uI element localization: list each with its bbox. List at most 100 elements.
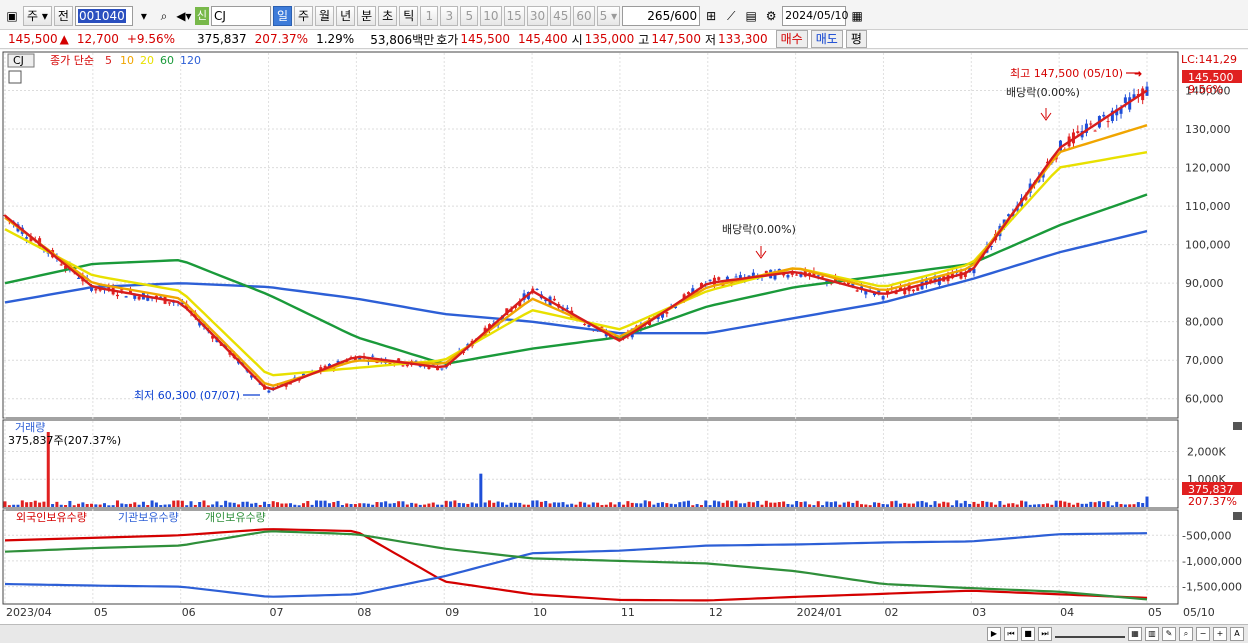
volume-bar	[202, 500, 206, 507]
scroll-first-icon[interactable]: ⏮	[1004, 627, 1018, 641]
crosshair-icon[interactable]: ⊞	[706, 8, 717, 23]
dropdown-arrow-icon[interactable]: ▾	[140, 8, 147, 23]
eval-button[interactable]: 평	[845, 30, 867, 48]
candle-body	[1123, 97, 1127, 103]
interval-60[interactable]: 60	[573, 5, 595, 26]
tab-day[interactable]: 일	[272, 5, 292, 26]
volume-bar	[894, 500, 898, 507]
pct-tag: 9.56%	[1188, 83, 1223, 96]
volume-bar	[695, 504, 699, 507]
candle-body	[877, 289, 881, 293]
volume-bar	[704, 500, 708, 507]
period-select[interactable]: 주 ▾	[23, 5, 52, 26]
buy-button[interactable]: 매수	[775, 30, 808, 48]
tab-month[interactable]: 월	[315, 5, 335, 26]
candle-body	[795, 274, 799, 276]
credit-badge: 신	[194, 6, 209, 25]
candle-body	[211, 335, 215, 339]
interval-1[interactable]: 1	[420, 5, 439, 26]
candle-body	[224, 343, 228, 348]
volume-bar	[972, 501, 976, 507]
volume-title: 거래량	[15, 421, 45, 434]
volume-bar	[154, 502, 158, 507]
gear-icon[interactable]: ⚙	[765, 8, 777, 23]
volume-bar	[959, 503, 963, 507]
stock-code-input[interactable]: 001040	[74, 5, 133, 26]
tab-minute[interactable]: 분	[357, 5, 377, 26]
zoom-in-icon[interactable]: +	[1213, 627, 1227, 641]
volume-bar	[487, 500, 491, 507]
stock-tag[interactable]	[7, 53, 35, 68]
volume-bar	[371, 504, 375, 507]
volume-bar	[998, 501, 1002, 507]
legend-ma5: 5	[105, 54, 112, 67]
current-price-tag	[1182, 70, 1242, 83]
volume-bar	[600, 505, 604, 507]
interval-select[interactable]: 5 ▾	[596, 5, 621, 26]
volume-bar	[1141, 503, 1145, 507]
draw-tool-icon[interactable]: ⟋	[726, 8, 736, 23]
volume-bar	[418, 504, 422, 507]
calendar-icon[interactable]: ▦	[851, 8, 863, 23]
legend-ma60: 60	[160, 54, 174, 67]
tab-week[interactable]: 주	[293, 5, 314, 26]
volume-panel-close-icon[interactable]	[1233, 422, 1242, 430]
interval-10[interactable]: 10	[480, 5, 502, 26]
interval-5[interactable]: 5	[460, 5, 479, 26]
save-icon[interactable]: ▤	[745, 8, 757, 23]
volume-bar	[1080, 503, 1084, 507]
split-icon[interactable]: ▥	[1145, 627, 1159, 641]
candle-body	[1089, 123, 1093, 125]
prev-button[interactable]: 전	[53, 5, 73, 26]
volume-bar	[1102, 502, 1106, 507]
legend-foreign: 외국인보유수량	[16, 511, 87, 524]
dividend-arrow-2	[755, 246, 767, 259]
volume-bar	[358, 503, 362, 507]
volume-bar	[838, 504, 842, 507]
tab-tick[interactable]: 틱	[399, 5, 419, 26]
volume-bar	[172, 500, 176, 507]
volume-bar	[25, 502, 29, 507]
volume-bar	[898, 503, 902, 507]
table-icon[interactable]	[8, 70, 22, 84]
interval-15[interactable]: 15	[503, 5, 525, 26]
volume-bar	[1054, 500, 1058, 507]
holding-panel-close-icon[interactable]	[1233, 512, 1242, 520]
x-tick-label: 03	[972, 606, 986, 619]
volume-bar	[72, 505, 76, 507]
stock-name-field[interactable]: CJ	[210, 5, 271, 26]
sell-button[interactable]: 매도	[810, 30, 843, 48]
up-arrow-icon: ▲	[59, 32, 69, 46]
volume-bar	[522, 504, 526, 507]
speaker-icon[interactable]: ◀▾	[176, 8, 192, 23]
scroll-last-icon[interactable]: ⏭	[1038, 627, 1052, 641]
data-count-field[interactable]: 265/600	[622, 5, 701, 26]
candle-body	[180, 302, 184, 305]
scroll-stop-icon[interactable]: ■	[1021, 627, 1035, 641]
volume-bar	[449, 501, 453, 507]
date-field[interactable]: 2024/05/10	[782, 5, 849, 26]
candle-body	[738, 275, 742, 279]
volume-bar	[1033, 504, 1037, 507]
layout-icon[interactable]: ▦	[1128, 627, 1142, 641]
candle-body	[77, 277, 81, 279]
volume-bar	[297, 505, 301, 507]
pen-icon[interactable]: ✎	[1162, 627, 1176, 641]
search-icon[interactable]: ⌕	[160, 8, 168, 23]
zoom-slider[interactable]	[1055, 630, 1125, 638]
tab-year[interactable]: 년	[336, 5, 356, 26]
scroll-next-icon[interactable]: ▶	[987, 627, 1001, 641]
window-icon[interactable]: ▣	[6, 8, 18, 23]
interval-30[interactable]: 30	[526, 5, 549, 26]
zoom-out-icon[interactable]: −	[1196, 627, 1210, 641]
interval-3[interactable]: 3	[440, 5, 459, 26]
y-tick-label: 110,000	[1185, 200, 1231, 213]
magnify-icon[interactable]: ⌕	[1179, 627, 1193, 641]
interval-45[interactable]: 45	[550, 5, 572, 26]
tab-second[interactable]: 초	[378, 5, 398, 26]
font-size-icon[interactable]: A	[1230, 627, 1244, 641]
chart-canvas[interactable]: 140,000 130,000 120,000 110,000 100,000 90,00…	[0, 50, 1248, 624]
volume-bar	[782, 501, 786, 507]
open-price: 135,000	[584, 32, 635, 46]
volume-bar	[414, 503, 418, 507]
